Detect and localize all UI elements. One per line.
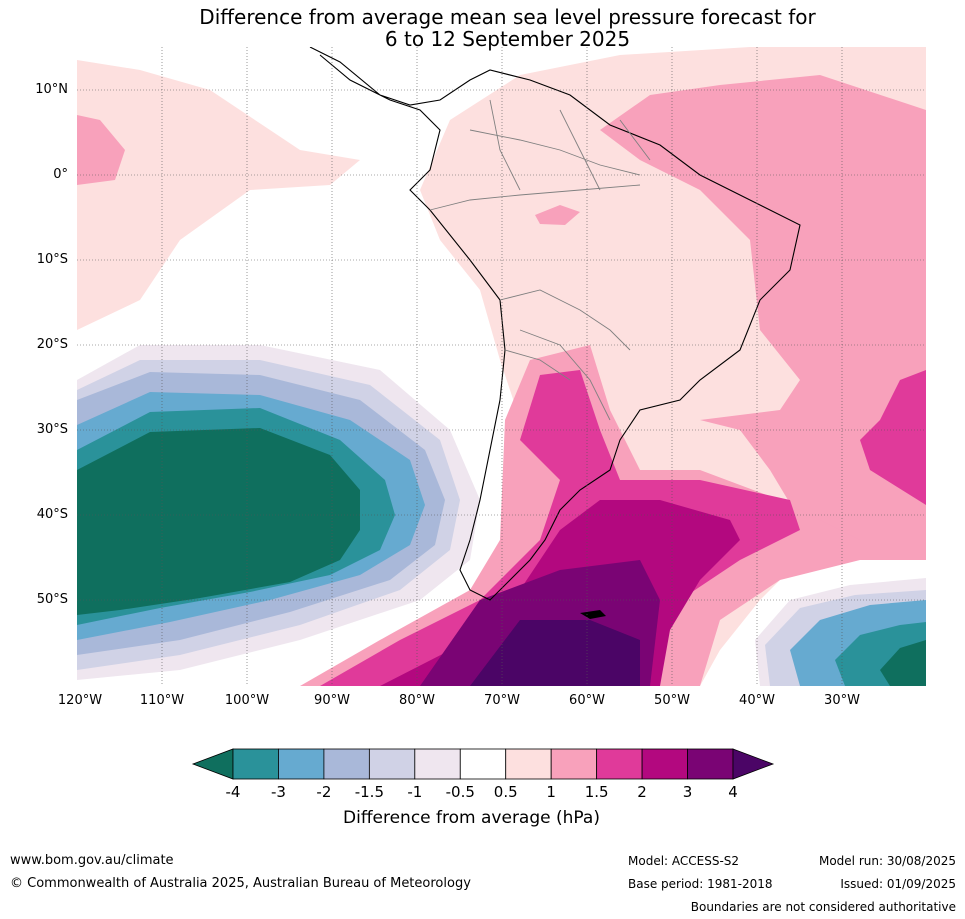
- colorbar-segment: [596, 748, 643, 780]
- colorbar-tick-label: -0.5: [445, 783, 475, 801]
- contour-4: [470, 620, 640, 686]
- lon-label: 120°W: [57, 693, 103, 708]
- colorbar-segment: [232, 748, 279, 780]
- footer-issued: Issued: 01/09/2025: [840, 877, 956, 891]
- colorbar-tick-label: -1.5: [354, 783, 384, 801]
- lat-label: 20°S: [36, 337, 68, 352]
- colorbar-segment: [459, 748, 507, 780]
- lon-label: 50°W: [654, 693, 690, 708]
- falkland-islands: [580, 610, 606, 619]
- map-title-line1: Difference from average mean sea level p…: [199, 5, 816, 29]
- colorbar-tick-label: 0.5: [493, 783, 518, 801]
- colorbar-extend-low: [191, 748, 234, 780]
- map-title-line2: 6 to 12 September 2025: [384, 27, 631, 51]
- contour-1-amazon: [535, 205, 580, 225]
- anomaly-field: [77, 47, 926, 686]
- colorbar-tick-label: -3: [270, 783, 286, 801]
- contour-1-west: [77, 115, 125, 185]
- colorbar-tick-label: -1: [407, 783, 423, 801]
- lat-label: 50°S: [36, 592, 68, 607]
- colorbar-segment: [505, 748, 552, 780]
- graticule: [77, 47, 926, 686]
- lat-label: 0°: [53, 167, 68, 182]
- contour-neg4-west: [77, 428, 360, 615]
- colorbar-tick-label: 4: [728, 783, 738, 801]
- colorbar-tick-label: -4: [225, 783, 241, 801]
- contour-0p5-north: [77, 60, 360, 330]
- contour-1p5-east: [860, 370, 926, 505]
- footer-url[interactable]: www.bom.gov.au/climate: [10, 853, 174, 868]
- lat-label: 40°S: [36, 507, 68, 522]
- country-boundaries: [429, 99, 651, 421]
- colorbar-extend-high: [732, 748, 775, 780]
- lon-label: 30°W: [824, 693, 860, 708]
- footer-model: Model: ACCESS-S2: [628, 854, 740, 868]
- footer-model-run: Model run: 30/08/2025: [818, 854, 956, 868]
- lon-label: 80°W: [399, 693, 435, 708]
- lon-label: 110°W: [139, 693, 185, 708]
- colorbar-tick-label: 1: [546, 783, 556, 801]
- lat-label: 30°S: [36, 422, 68, 437]
- contour-1-atlantic: [600, 75, 926, 560]
- lon-label: 60°W: [569, 693, 605, 708]
- contour-neg4-se: [880, 640, 926, 686]
- colorbar-tick-label: 1.5: [584, 783, 609, 801]
- lon-label: 90°W: [314, 693, 350, 708]
- colorbar-segment: [550, 748, 598, 780]
- footer-base-period: Base period: 1981-2018: [628, 877, 773, 891]
- lon-label: 70°W: [484, 693, 520, 708]
- footer-boundaries-note: Boundaries are not considered authoritat…: [690, 900, 956, 914]
- colorbar-tick-label: 2: [637, 783, 647, 801]
- colorbar-segment: [278, 748, 325, 780]
- contour-1p5: [320, 370, 800, 686]
- south-america-coastline: [309, 47, 801, 601]
- colorbar-label: Difference from average (hPa): [343, 808, 600, 828]
- colorbar-segment: [368, 748, 416, 780]
- colorbar-segment: [687, 748, 734, 780]
- lat-label: 10°S: [36, 252, 68, 267]
- footer-copyright: © Commonwealth of Australia 2025, Austra…: [10, 876, 471, 891]
- colorbar-tick-label: 3: [682, 783, 693, 801]
- colorbar-segment: [323, 748, 370, 780]
- lon-label: 40°W: [739, 693, 775, 708]
- colorbar-segment: [641, 748, 688, 780]
- colorbar-segment: [414, 748, 461, 780]
- colorbar-tick-label: -2: [316, 783, 332, 801]
- lat-label: 10°N: [35, 82, 68, 97]
- lon-label: 100°W: [224, 693, 270, 708]
